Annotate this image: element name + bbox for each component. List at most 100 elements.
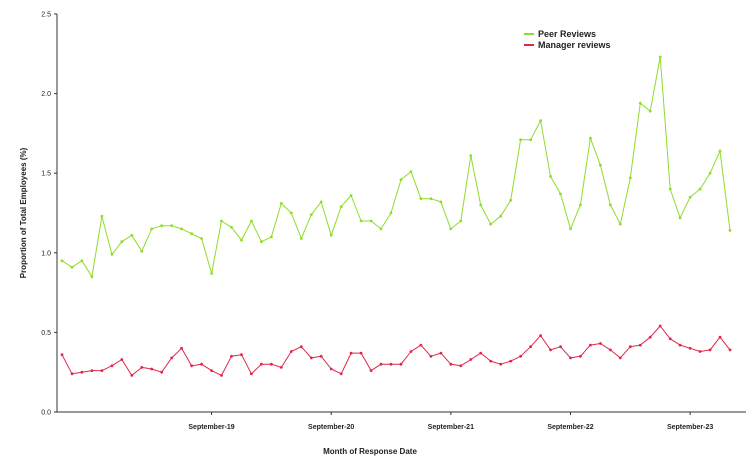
data-point bbox=[279, 366, 283, 369]
data-point bbox=[289, 211, 293, 215]
data-point bbox=[599, 342, 602, 345]
data-point bbox=[609, 348, 612, 352]
data-point bbox=[678, 216, 682, 220]
data-point bbox=[638, 101, 642, 105]
data-point bbox=[60, 353, 64, 357]
data-point bbox=[130, 374, 134, 377]
data-point bbox=[569, 356, 572, 360]
data-point bbox=[509, 359, 513, 363]
x-tick-label: September-23 bbox=[667, 424, 713, 431]
data-point bbox=[70, 265, 74, 269]
data-point bbox=[698, 350, 702, 353]
data-point bbox=[419, 197, 423, 201]
data-point bbox=[628, 176, 632, 180]
data-point bbox=[389, 362, 393, 366]
series-layer bbox=[60, 55, 732, 377]
data-point bbox=[270, 235, 273, 239]
data-point bbox=[688, 346, 692, 350]
data-point bbox=[419, 343, 423, 347]
data-point bbox=[150, 227, 154, 231]
data-point bbox=[100, 214, 104, 218]
y-tick-label: 0.5 bbox=[41, 330, 51, 337]
data-point bbox=[559, 192, 562, 196]
data-point bbox=[409, 350, 413, 353]
data-point bbox=[718, 149, 722, 153]
y-axis-title: Proportion of Total Employees (%) bbox=[19, 147, 28, 278]
data-point bbox=[539, 334, 542, 337]
data-point bbox=[648, 109, 652, 113]
data-point bbox=[698, 187, 702, 191]
data-point bbox=[319, 200, 323, 204]
x-axis-title: Month of Response Date bbox=[323, 447, 417, 456]
data-point bbox=[599, 163, 602, 167]
data-point bbox=[140, 249, 144, 253]
data-point bbox=[210, 272, 214, 275]
data-point bbox=[359, 351, 363, 355]
data-point bbox=[220, 219, 223, 223]
data-point bbox=[648, 335, 652, 339]
data-point bbox=[170, 356, 174, 360]
data-point bbox=[359, 219, 363, 223]
data-point bbox=[369, 219, 373, 223]
data-point bbox=[589, 343, 592, 347]
data-point bbox=[708, 348, 712, 352]
data-point bbox=[120, 240, 124, 244]
data-point bbox=[658, 55, 662, 59]
data-point bbox=[150, 367, 154, 371]
data-point bbox=[489, 222, 493, 226]
data-point bbox=[140, 366, 144, 369]
data-point bbox=[529, 345, 532, 349]
data-point bbox=[539, 119, 542, 123]
data-point bbox=[190, 232, 194, 236]
data-point bbox=[230, 354, 233, 358]
data-point bbox=[618, 222, 622, 226]
data-point bbox=[369, 369, 373, 372]
data-point bbox=[379, 362, 383, 366]
data-point bbox=[349, 351, 353, 355]
data-point bbox=[130, 233, 134, 237]
x-tick-label: September-21 bbox=[428, 424, 474, 431]
data-point bbox=[668, 187, 672, 191]
data-point bbox=[190, 364, 194, 368]
data-point bbox=[329, 233, 333, 237]
data-point bbox=[160, 370, 164, 374]
data-point bbox=[678, 343, 682, 347]
data-point bbox=[329, 367, 333, 371]
data-point bbox=[499, 362, 503, 366]
data-point bbox=[569, 227, 572, 231]
data-point bbox=[339, 372, 343, 376]
data-point bbox=[469, 358, 473, 361]
x-tick-label: September-19 bbox=[188, 424, 234, 431]
y-tick-label: 2.5 bbox=[41, 12, 51, 19]
data-point bbox=[688, 195, 692, 199]
data-point bbox=[439, 351, 443, 355]
data-point bbox=[718, 335, 722, 339]
data-point bbox=[180, 346, 184, 350]
data-point bbox=[549, 175, 552, 178]
data-point bbox=[658, 324, 662, 328]
data-point bbox=[529, 138, 532, 142]
data-point bbox=[589, 136, 592, 140]
data-point bbox=[519, 138, 522, 142]
data-point bbox=[489, 359, 493, 363]
data-point bbox=[70, 372, 74, 376]
data-point bbox=[499, 214, 503, 218]
data-point bbox=[110, 364, 114, 368]
data-point bbox=[379, 227, 383, 231]
data-point bbox=[200, 237, 204, 240]
data-point bbox=[180, 227, 184, 231]
y-tick-label: 2.0 bbox=[41, 91, 51, 98]
data-point bbox=[270, 362, 273, 366]
data-point bbox=[429, 354, 433, 358]
legend-label: Manager reviews bbox=[538, 40, 611, 50]
data-point bbox=[250, 372, 253, 376]
data-point bbox=[299, 345, 303, 349]
y-tick-label: 0.0 bbox=[41, 410, 51, 417]
data-point bbox=[509, 198, 513, 202]
data-point bbox=[220, 374, 223, 377]
x-tick-label: September-20 bbox=[308, 424, 354, 431]
data-point bbox=[240, 353, 243, 357]
data-point bbox=[638, 343, 642, 347]
data-point bbox=[579, 354, 582, 358]
